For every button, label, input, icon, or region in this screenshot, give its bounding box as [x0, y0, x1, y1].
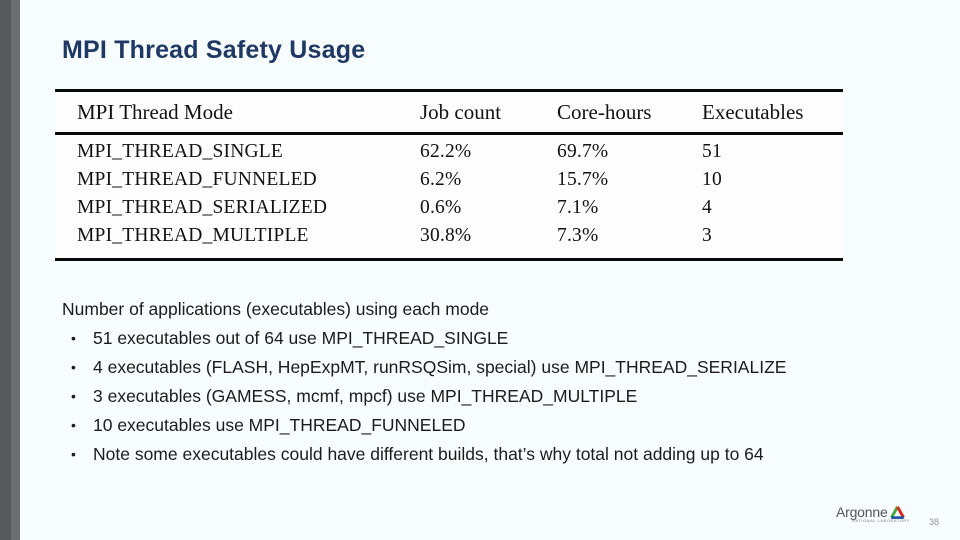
table-header-row: MPI Thread Mode Job count Core-hours Exe…: [55, 92, 843, 132]
table-row: MPI_THREAD_SINGLE 62.2% 69.7% 51: [55, 138, 843, 166]
bullet-item: • 4 executables (FLASH, HepExpMT, runRSQ…: [62, 353, 954, 382]
bullet-item: • 10 executables use MPI_THREAD_FUNNELED: [62, 411, 954, 440]
table-row: MPI_THREAD_FUNNELED 6.2% 15.7% 10: [55, 166, 843, 194]
cell-core-hours: 7.3%: [557, 225, 599, 246]
cell-core-hours: 15.7%: [557, 169, 609, 190]
cell-job-count: 6.2%: [420, 169, 462, 190]
cell-job-count: 30.8%: [420, 225, 472, 246]
bullet-text: 3 executables (GAMESS, mcmf, mpcf) use M…: [93, 386, 638, 406]
column-header-executables: Executables: [702, 99, 804, 124]
page-number: 38: [929, 517, 940, 527]
argonne-logo: Argonne NATIONAL LABORATORY: [836, 504, 910, 523]
cell-job-count: 0.6%: [420, 197, 462, 218]
bullet-marker: •: [71, 330, 76, 346]
table-top-rule: [55, 89, 843, 92]
cell-executables: 10: [702, 169, 722, 190]
column-header-core-hours: Core-hours: [557, 99, 652, 124]
column-header-job-count: Job count: [420, 99, 502, 124]
table-row: MPI_THREAD_MULTIPLE 30.8% 7.3% 3: [55, 222, 843, 250]
cell-core-hours: 69.7%: [557, 141, 609, 162]
argonne-logo-subtext: NATIONAL LABORATORY: [852, 518, 911, 523]
bullet-marker: •: [71, 388, 76, 404]
page-title: MPI Thread Safety Usage: [62, 36, 366, 64]
bullet-text: 10 executables use MPI_THREAD_FUNNELED: [93, 415, 466, 435]
bullet-marker: •: [71, 446, 76, 462]
bullet-item: • Note some executables could have diffe…: [62, 440, 954, 469]
cell-executables: 4: [702, 197, 712, 218]
cell-mode: MPI_THREAD_FUNNELED: [77, 169, 317, 190]
cell-job-count: 62.2%: [420, 141, 472, 162]
cell-mode: MPI_THREAD_MULTIPLE: [77, 225, 309, 246]
cell-core-hours: 7.1%: [557, 197, 599, 218]
table-body: MPI_THREAD_SINGLE 62.2% 69.7% 51 MPI_THR…: [55, 135, 843, 258]
column-header-mode: MPI Thread Mode: [77, 99, 233, 124]
mpi-thread-mode-table: MPI Thread Mode Job count Core-hours Exe…: [55, 89, 843, 261]
bullet-marker: •: [71, 359, 76, 375]
cell-mode: MPI_THREAD_SERIALIZED: [77, 197, 328, 218]
body-intro: Number of applications (executables) usi…: [62, 299, 490, 319]
argonne-logo-text: Argonne: [836, 504, 888, 520]
cell-mode: MPI_THREAD_SINGLE: [77, 141, 283, 162]
bullet-item: • 3 executables (GAMESS, mcmf, mpcf) use…: [62, 382, 954, 411]
body-text-block: Number of applications (executables) usi…: [62, 295, 954, 469]
bullet-text: 51 executables out of 64 use MPI_THREAD_…: [93, 328, 509, 348]
argonne-triangle-icon: [889, 506, 905, 519]
bullet-item: • 51 executables out of 64 use MPI_THREA…: [62, 324, 954, 353]
cell-executables: 3: [702, 225, 712, 246]
table-bottom-rule: [55, 258, 843, 261]
bullet-text: 4 executables (FLASH, HepExpMT, runRSQSi…: [93, 357, 787, 377]
bullet-text: Note some executables could have differe…: [93, 444, 764, 464]
table-row: MPI_THREAD_SERIALIZED 0.6% 7.1% 4: [55, 194, 843, 222]
cell-executables: 51: [702, 141, 722, 162]
slide-side-bar: [0, 0, 20, 540]
table-header-rule: [55, 132, 843, 135]
bullet-marker: •: [71, 417, 76, 433]
